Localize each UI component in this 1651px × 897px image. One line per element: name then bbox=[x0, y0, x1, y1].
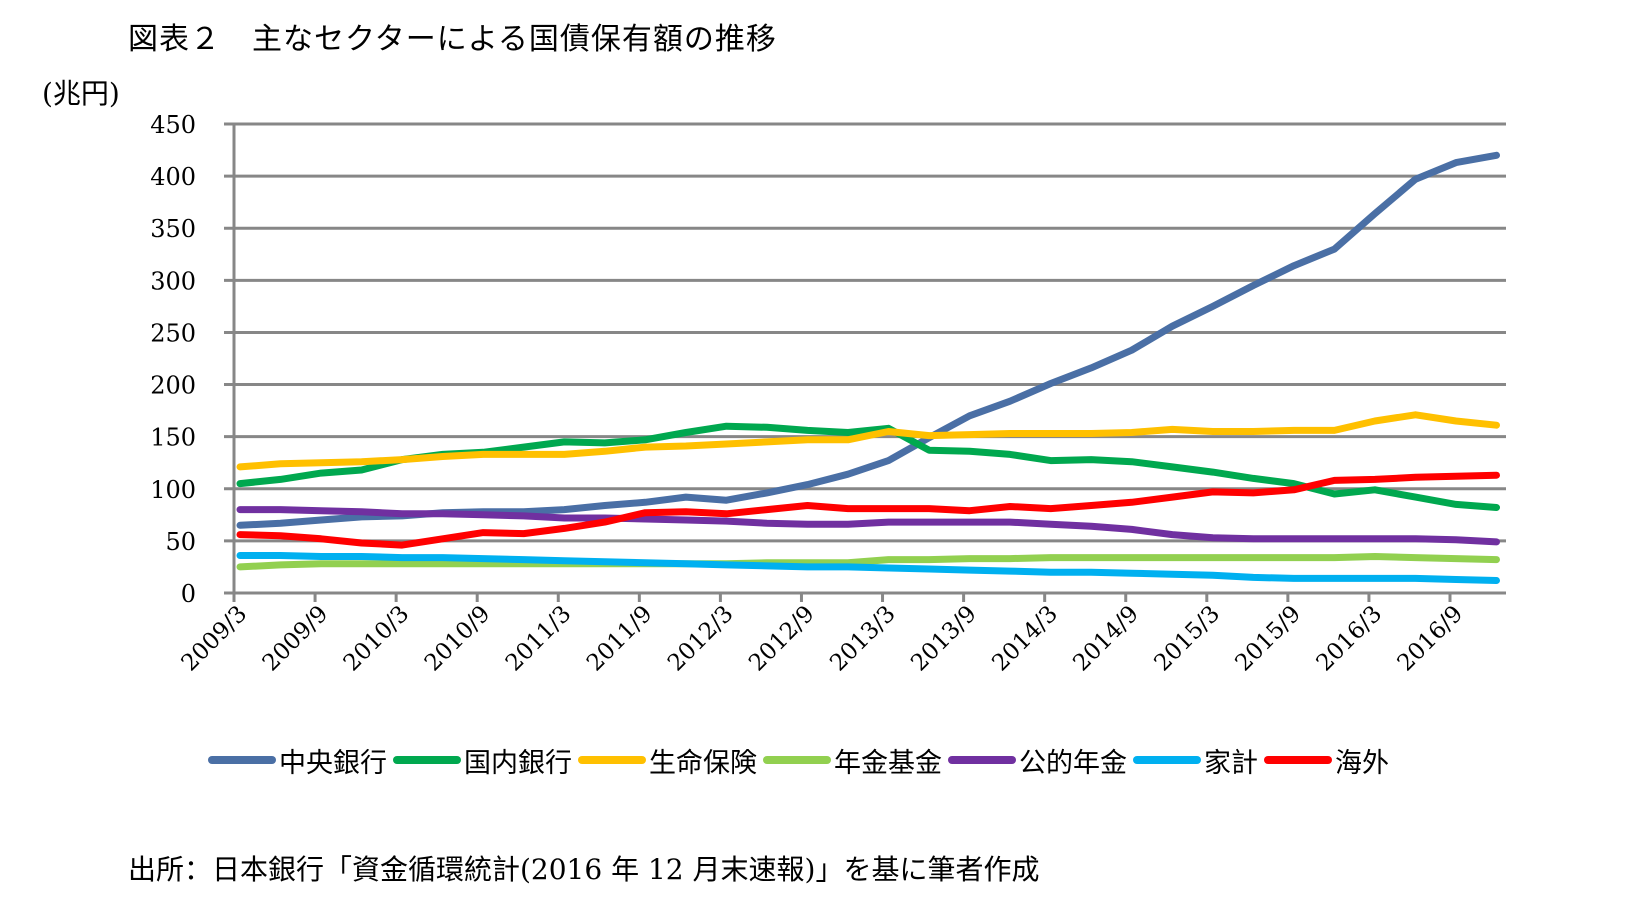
legend-item: 家計 bbox=[1133, 741, 1262, 780]
legend: 中央銀行 国内銀行 生命保険 年金基金 公的年金 家計 海外 bbox=[208, 740, 1395, 780]
legend-label: 家計 bbox=[1204, 747, 1258, 779]
legend-swatch bbox=[393, 756, 461, 764]
x-tick-label: 2014/9 bbox=[1068, 601, 1144, 677]
series-line-6 bbox=[236, 552, 1500, 584]
x-tick-label: 2016/9 bbox=[1393, 601, 1469, 677]
line-chart: 0 50 100 150 200 250 300 350 400 450 2009/3 2009/9… bbox=[150, 111, 1506, 677]
legend-label: 国内銀行 bbox=[464, 747, 572, 779]
legend-swatch bbox=[208, 756, 276, 764]
x-tick-label: 2012/3 bbox=[663, 601, 739, 677]
y-tick-label: 50 bbox=[165, 528, 196, 556]
x-tick-label: 2012/9 bbox=[744, 601, 820, 677]
x-tick-label: 2013/3 bbox=[825, 601, 901, 677]
legend-label: 公的年金 bbox=[1019, 747, 1127, 779]
legend-item: 生命保険 bbox=[578, 741, 761, 780]
source-note: 出所：日本銀行「資金循環統計(2016 年 12 月末速報)」を基に筆者作成 bbox=[128, 853, 1040, 886]
series-line-7 bbox=[236, 471, 1500, 549]
x-tick-labels: 2009/3 2009/9 2010/3 2010/9 2011/3 2011/9 2012… bbox=[177, 601, 1469, 677]
x-tick-label: 2013/9 bbox=[906, 601, 982, 677]
x-tick-label: 2011/3 bbox=[501, 601, 577, 677]
legend-label: 生命保険 bbox=[649, 747, 757, 779]
legend-label: 中央銀行 bbox=[279, 747, 387, 779]
y-tick-label: 250 bbox=[150, 319, 196, 347]
legend-label: 年金基金 bbox=[834, 747, 942, 779]
gridlines bbox=[224, 122, 1506, 543]
x-tick-label: 2015/9 bbox=[1231, 601, 1307, 677]
x-tick-label: 2010/9 bbox=[420, 601, 496, 677]
y-tick-label: 300 bbox=[150, 267, 196, 295]
axes bbox=[224, 124, 1506, 602]
y-tick-label: 400 bbox=[150, 163, 196, 191]
y-tick-label: 200 bbox=[150, 372, 196, 400]
legend-item: 海外 bbox=[1264, 741, 1393, 780]
legend-swatch bbox=[948, 756, 1016, 764]
y-tick-label: 150 bbox=[150, 424, 196, 452]
series-line-1 bbox=[236, 151, 1500, 529]
y-tick-label: 100 bbox=[150, 476, 196, 504]
legend-item: 年金基金 bbox=[763, 741, 946, 780]
legend-swatch bbox=[1264, 756, 1332, 764]
legend-item: 公的年金 bbox=[948, 741, 1131, 780]
legend-swatch bbox=[1133, 756, 1201, 764]
x-tick-label: 2011/9 bbox=[582, 601, 658, 677]
x-tick-label: 2014/3 bbox=[987, 601, 1063, 677]
series-line-4 bbox=[236, 553, 1500, 571]
y-axis-unit-label: (兆円) bbox=[42, 77, 120, 110]
x-tick-label: 2010/3 bbox=[339, 601, 415, 677]
chart-title: 図表２ 主なセクターによる国債保有額の推移 bbox=[128, 22, 777, 57]
series-line-5 bbox=[236, 506, 1500, 546]
legend-swatch bbox=[578, 756, 646, 764]
x-tick-label: 2015/3 bbox=[1149, 601, 1225, 677]
y-tick-label: 0 bbox=[181, 580, 196, 608]
legend-swatch bbox=[763, 756, 831, 764]
legend-item: 中央銀行 bbox=[208, 741, 391, 780]
legend-item: 国内銀行 bbox=[393, 741, 576, 780]
y-tick-label: 450 bbox=[150, 111, 196, 139]
series-lines bbox=[236, 151, 1500, 584]
y-tick-labels: 0 50 100 150 200 250 300 350 400 450 bbox=[150, 111, 196, 608]
x-tick-label: 2009/3 bbox=[177, 601, 253, 677]
x-tick-label: 2009/9 bbox=[258, 601, 334, 677]
legend-label: 海外 bbox=[1335, 747, 1389, 779]
series-line-3 bbox=[236, 411, 1500, 471]
x-tick-label: 2016/3 bbox=[1312, 601, 1388, 677]
y-tick-label: 350 bbox=[150, 215, 196, 243]
